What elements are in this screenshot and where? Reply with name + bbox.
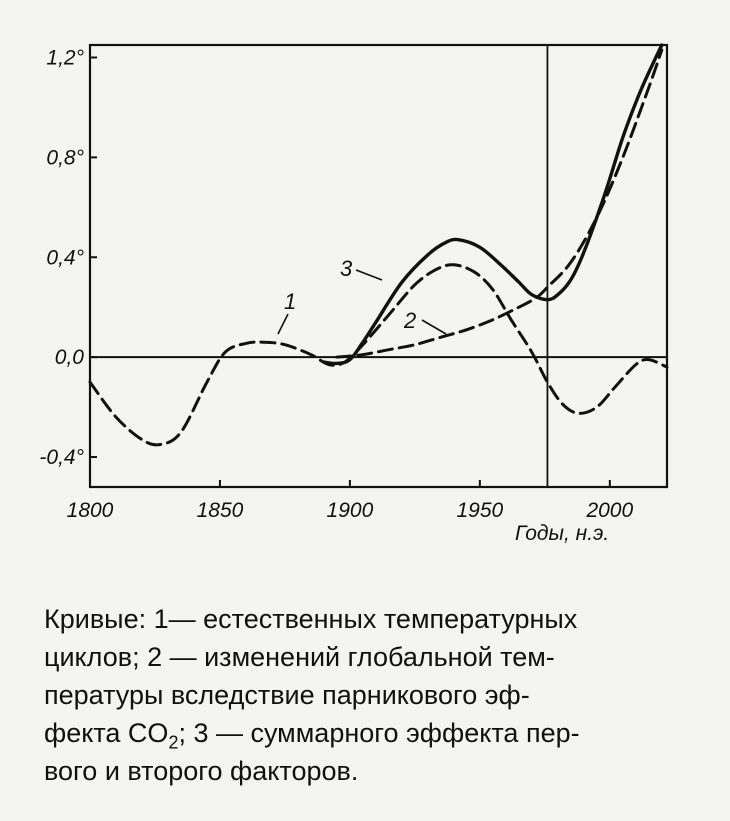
caption-line-4a: фекта CO — [44, 718, 169, 748]
caption-line-5: вого и второго факторов. — [44, 756, 359, 786]
x-tick-label: 1950 — [457, 499, 504, 522]
x-axis-title: Годы, н.э. — [515, 522, 609, 545]
y-tick-label: -0,4° — [39, 446, 84, 469]
y-tick-label: 0,8° — [46, 146, 84, 169]
x-axis: 1800 1850 1900 1950 2000 — [67, 480, 633, 522]
x-tick-label: 1800 — [67, 499, 114, 522]
series-label-2: 2 — [403, 308, 416, 333]
series-label-3: 3 — [340, 256, 353, 281]
x-tick-label: 1850 — [197, 499, 244, 522]
series-label-1: 1 — [284, 289, 296, 314]
y-axis: -0,4° 0,0 0,4° 0,8° 1,2° — [39, 46, 97, 469]
figure-caption: Кривые: 1— естественных температурных ци… — [44, 600, 720, 790]
plot-frame — [88, 43, 669, 489]
caption-line-1: Кривые: 1— естественных температурных — [44, 604, 578, 634]
series-2-line — [335, 48, 664, 359]
y-tick-label: 1,2° — [46, 46, 84, 69]
series-3-line — [322, 43, 664, 366]
series-label-1-leader — [277, 313, 289, 335]
series-layer — [88, 43, 669, 447]
series-1-line — [88, 263, 669, 447]
series-label-3-leader — [355, 269, 383, 281]
caption-subscript: 2 — [168, 732, 179, 753]
y-tick-label: 0,4° — [46, 246, 84, 269]
x-tick-label: 1900 — [327, 499, 374, 522]
temperature-chart: -0,4° 0,0 0,4° 0,8° 1,2° 1800 1850 1900 1950 200… — [39, 43, 669, 545]
caption-line-4b: ; 3 — суммарного эффекта пер- — [178, 718, 580, 748]
series-label-2-leader — [421, 319, 447, 335]
y-tick-label: 0,0 — [55, 346, 85, 369]
caption-line-2: циклов; 2 — изменений глобальной тем- — [44, 642, 555, 672]
caption-line-3: пературы вследствие парникового эф- — [44, 680, 530, 710]
x-tick-label: 2000 — [585, 499, 633, 522]
